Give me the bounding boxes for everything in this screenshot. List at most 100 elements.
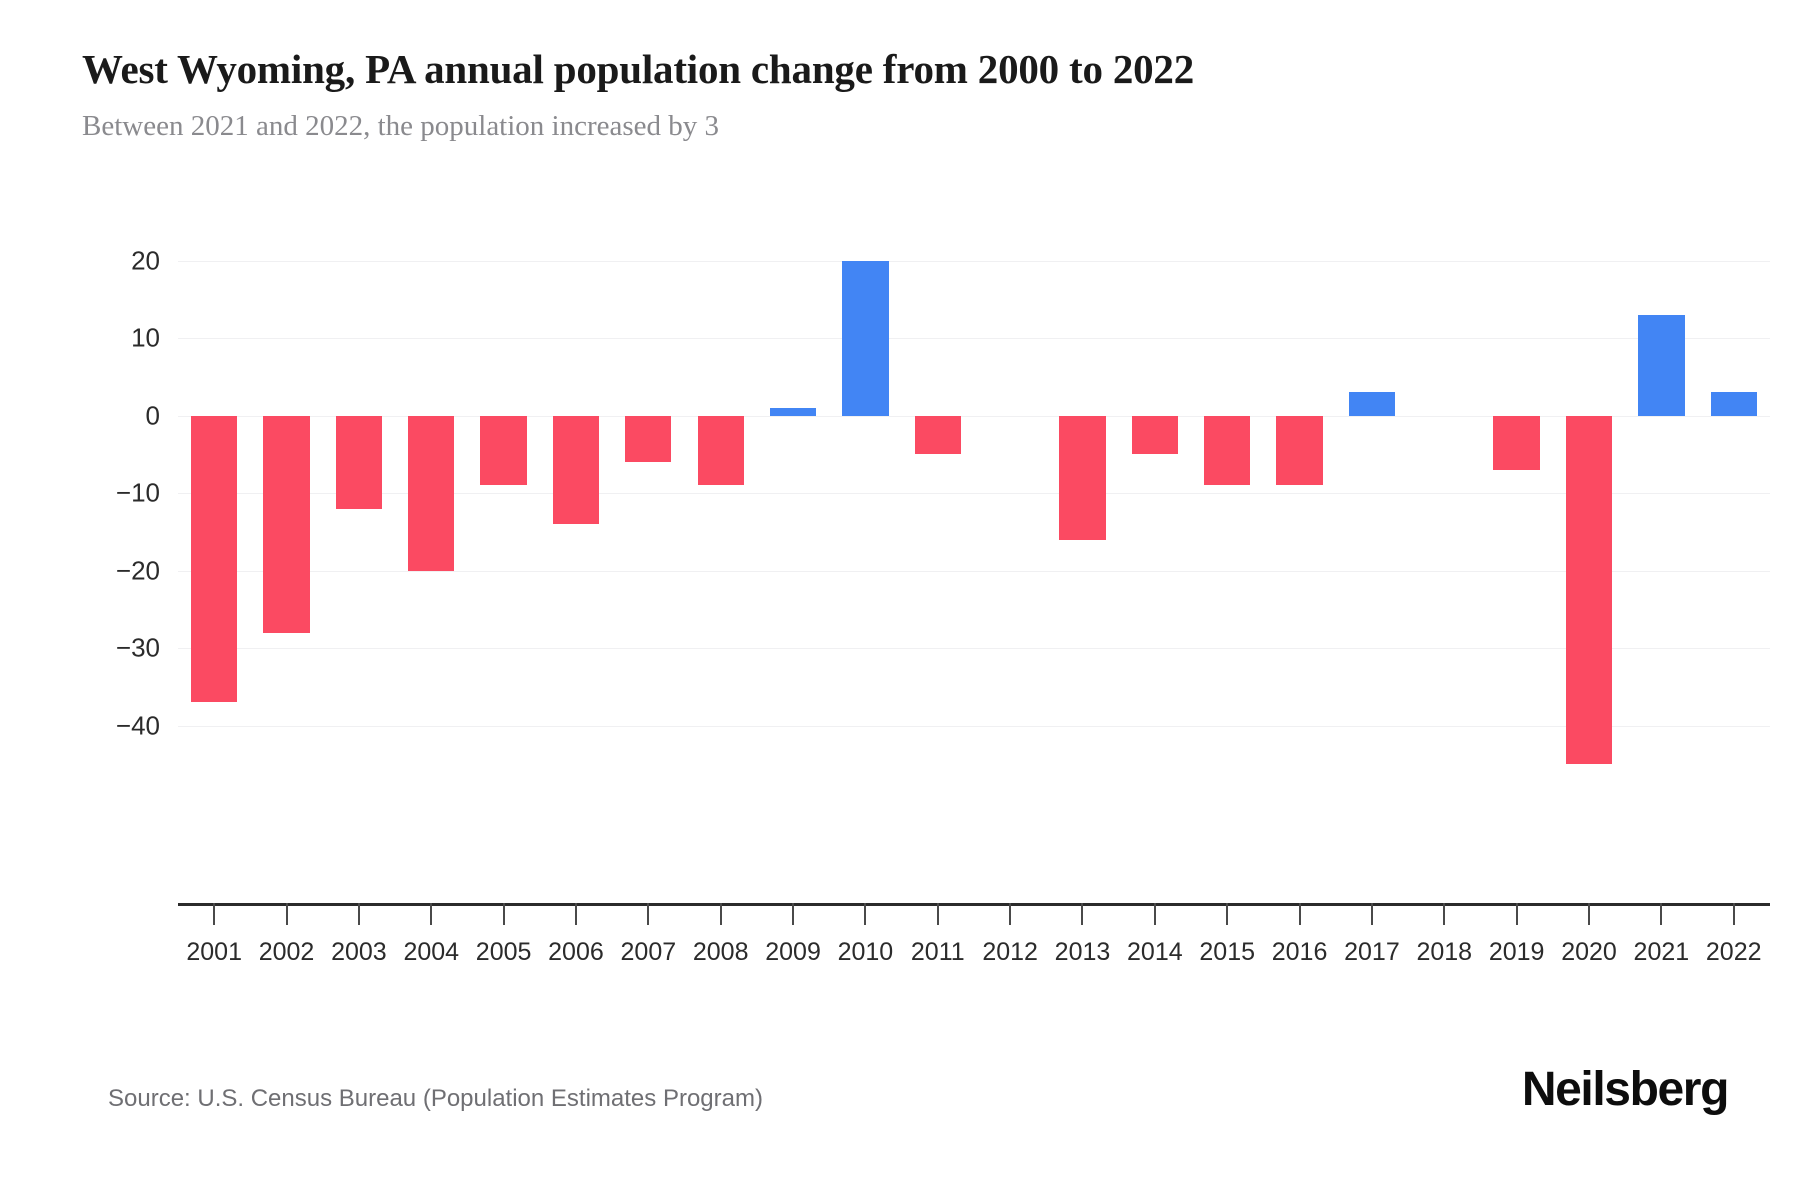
x-tick-mark: [647, 903, 650, 925]
bar-2008[interactable]: [697, 415, 744, 486]
x-tick-label: 2008: [692, 938, 749, 966]
chart-subtitle: Between 2021 and 2022, the population in…: [82, 110, 720, 143]
bar-slot[interactable]: [1698, 245, 1770, 780]
x-tick-mark: [792, 903, 795, 925]
bar-2007[interactable]: [625, 415, 672, 463]
x-tick-slot: [1625, 903, 1697, 927]
x-tick-slot: [612, 903, 684, 927]
x-tick-mark: [1298, 903, 1301, 925]
x-tick-slot: [1263, 903, 1335, 927]
x-tick-mark: [430, 903, 433, 925]
bar-2003[interactable]: [335, 415, 383, 509]
x-tick-slot: [1191, 903, 1263, 927]
x-tick-label: 2013: [1054, 938, 1111, 966]
bar-slot[interactable]: [395, 245, 467, 780]
y-tick-label: −30: [115, 632, 160, 663]
x-tick-label: 2005: [475, 938, 532, 966]
x-tick-label: 2012: [982, 938, 1038, 966]
bar-slot[interactable]: [1046, 245, 1118, 780]
x-tick-label: 2019: [1488, 938, 1545, 966]
x-tick-slot: [250, 903, 322, 927]
y-tick-label: 0: [145, 400, 160, 431]
bar-slot[interactable]: [178, 245, 250, 780]
bar-slot[interactable]: [323, 245, 395, 780]
bar-slot[interactable]: [1480, 245, 1552, 780]
bar-2009[interactable]: [769, 407, 817, 416]
x-tick-label: 2003: [331, 938, 387, 966]
bar-slot[interactable]: [1191, 245, 1263, 780]
gridline: [178, 570, 1770, 572]
x-tick-label: 2009: [765, 938, 821, 966]
bar-2002[interactable]: [263, 415, 310, 633]
bar-slot[interactable]: [1408, 245, 1480, 780]
bar-slot[interactable]: [1263, 245, 1335, 780]
x-tick-mark: [285, 903, 288, 925]
y-axis-labels: 20 10 0 −10 −20 −30 −40: [80, 245, 160, 780]
x-tick-label: 2002: [258, 938, 315, 966]
x-tick-mark: [1443, 903, 1446, 925]
x-tick-label: 2010: [837, 938, 894, 966]
x-tick-mark: [1515, 903, 1518, 925]
x-tick-label: 2021: [1633, 938, 1690, 966]
y-tick-label: −10: [115, 477, 160, 508]
x-axis-line: [178, 903, 1770, 906]
bar-slot[interactable]: [757, 245, 829, 780]
x-tick-slot: [1046, 903, 1118, 927]
bar-2019[interactable]: [1493, 415, 1540, 470]
bar-slot[interactable]: [1625, 245, 1697, 780]
x-tick-mark: [936, 903, 939, 925]
x-tick-label: 2022: [1705, 938, 1762, 966]
x-tick-slot: [540, 903, 612, 927]
x-tick-mark: [1081, 903, 1084, 925]
x-tick-mark: [1588, 903, 1590, 925]
bar-2016[interactable]: [1276, 415, 1323, 486]
bar-slot[interactable]: [685, 245, 757, 780]
x-tick-mark: [1009, 903, 1012, 925]
x-tick-label: 2016: [1271, 938, 1328, 966]
bar-slot[interactable]: [540, 245, 612, 780]
bar-2022[interactable]: [1710, 392, 1757, 416]
x-tick-mark: [1153, 903, 1156, 925]
x-tick-slot: [1698, 903, 1770, 927]
bar-slot[interactable]: [902, 245, 974, 780]
x-tick-slot: [1480, 903, 1552, 927]
x-tick-slot: [685, 903, 757, 927]
bar-2005[interactable]: [480, 415, 527, 486]
x-tick-mark: [574, 903, 577, 925]
x-tick-slot: [1336, 903, 1408, 927]
bar-2015[interactable]: [1204, 415, 1251, 486]
bar-2004[interactable]: [408, 415, 455, 571]
bar-slot[interactable]: [829, 245, 901, 780]
bar-slot[interactable]: [612, 245, 684, 780]
x-tick-slot: [902, 903, 974, 927]
bar-slot[interactable]: [1553, 245, 1625, 780]
y-tick-label: 20: [131, 245, 160, 275]
bar-slot[interactable]: [467, 245, 539, 780]
x-tick-mark: [719, 903, 722, 925]
bar-2006[interactable]: [552, 415, 600, 525]
x-tick-label: 2001: [186, 938, 242, 966]
x-tick-label: 2020: [1561, 938, 1617, 966]
x-tick-label: 2006: [548, 938, 604, 966]
x-tick-slot: [467, 903, 539, 927]
bar-slot[interactable]: [250, 245, 322, 780]
x-tick-mark: [1660, 903, 1663, 925]
bar-2014[interactable]: [1131, 415, 1178, 455]
bar-slot[interactable]: [1336, 245, 1408, 780]
bar-2001[interactable]: [191, 415, 238, 703]
gridline: [178, 493, 1770, 495]
bar-2011[interactable]: [914, 415, 961, 455]
x-tick-slot: [974, 903, 1046, 927]
x-tick-mark: [357, 903, 360, 925]
x-tick-mark: [1226, 903, 1229, 925]
bar-2020[interactable]: [1565, 415, 1613, 765]
x-tick-mark: [864, 903, 867, 925]
bar-slot[interactable]: [1119, 245, 1191, 780]
bar-2021[interactable]: [1638, 314, 1685, 416]
brand-logo: Neilsberg: [1521, 1063, 1730, 1116]
bar-2010[interactable]: [842, 260, 889, 416]
bar-slot[interactable]: [974, 245, 1046, 780]
bar-2013[interactable]: [1059, 415, 1106, 540]
bar-2017[interactable]: [1348, 392, 1396, 416]
